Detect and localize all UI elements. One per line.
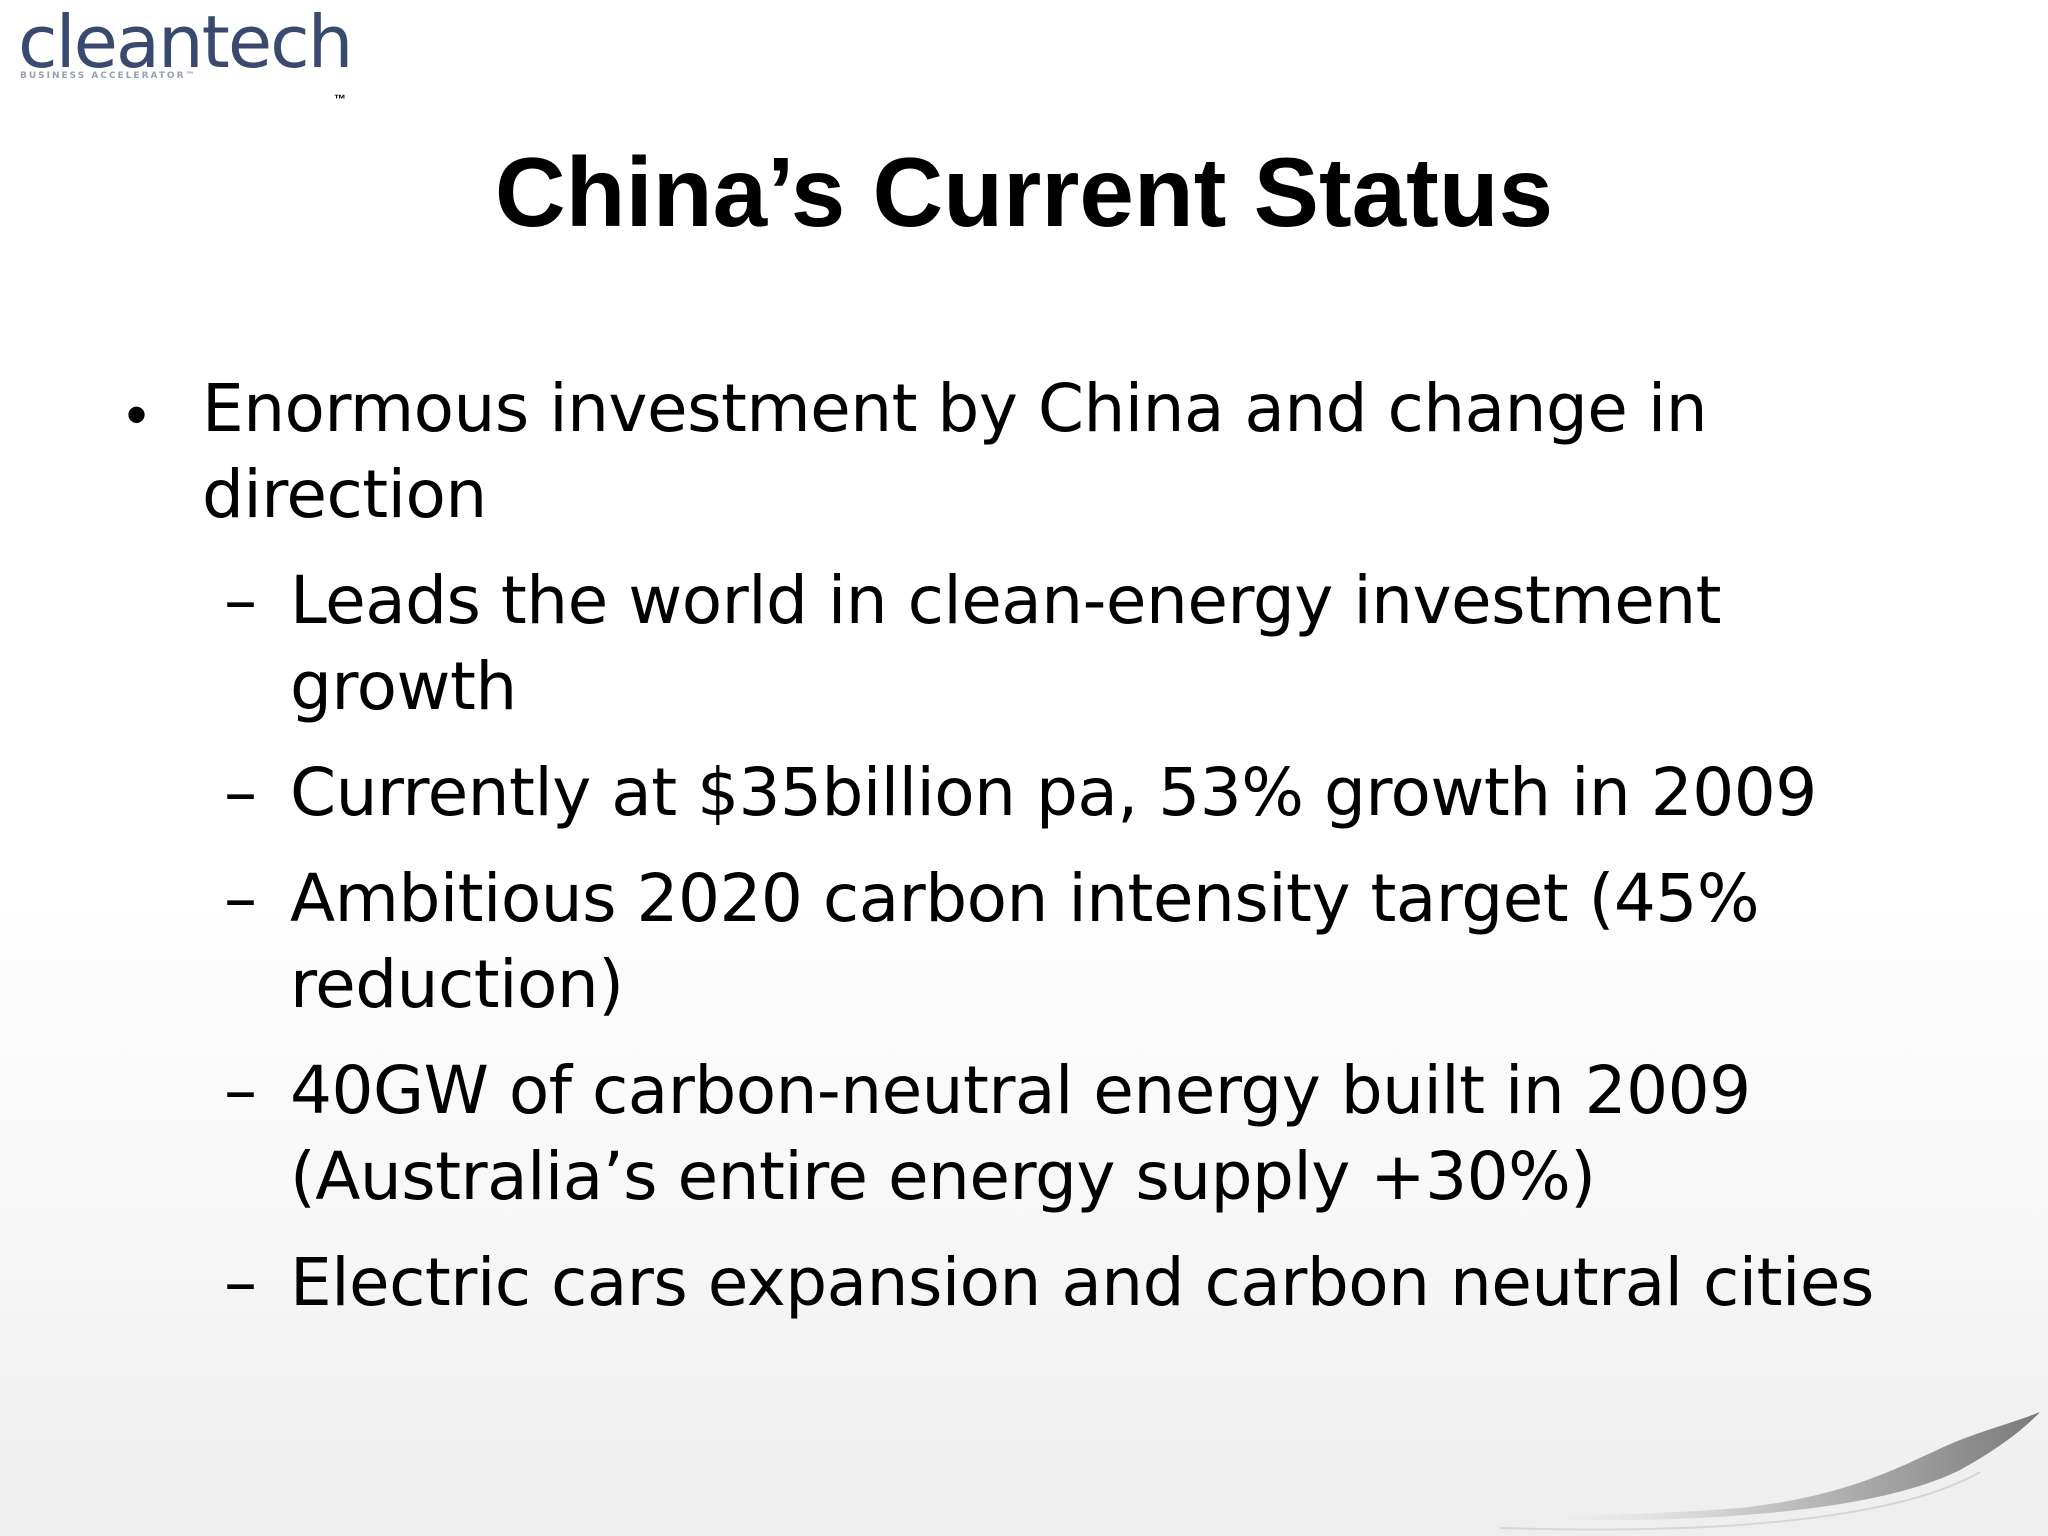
- logo-tagline: BUSINESS ACCELERATOR™: [20, 71, 197, 81]
- sub-bullet-marker: –: [224, 562, 257, 639]
- sub-item-3-line-2: reduction): [290, 946, 624, 1023]
- sub-item-4-line-1: 40GW of carbon-neutral energy built in 2…: [290, 1052, 1751, 1129]
- sub-item-1-line-2: growth: [290, 648, 517, 725]
- sub-bullet-marker: –: [224, 1052, 257, 1129]
- slide-title: China’s Current Status: [494, 137, 1554, 247]
- logo-trademark: ™: [334, 92, 346, 106]
- page-curl-decoration: [1460, 1412, 2040, 1531]
- sub-item-1-line-1: Leads the world in clean-energy investme…: [290, 562, 1722, 639]
- sub-item-4-line-2: (Australia’s entire energy supply +30%): [290, 1138, 1596, 1215]
- bullet-marker: •: [126, 381, 148, 448]
- cleantech-logo: cleantech BUSINESS ACCELERATOR™ ™: [14, 0, 394, 115]
- logo-wordmark: cleantech: [18, 0, 353, 84]
- sub-bullet-marker: –: [224, 860, 257, 937]
- bullet-text-line-1: Enormous investment by China and change …: [202, 370, 1708, 447]
- sub-bullet-marker: –: [224, 754, 257, 831]
- sub-bullet-marker: –: [224, 1244, 257, 1321]
- sub-item-3-line-1: Ambitious 2020 carbon intensity target (…: [290, 860, 1760, 937]
- bullet-text-line-2: direction: [202, 456, 487, 533]
- sub-item-5-line-1: Electric cars expansion and carbon neutr…: [290, 1244, 1874, 1321]
- sub-item-2-line-1: Currently at $35billion pa, 53% growth i…: [290, 754, 1817, 831]
